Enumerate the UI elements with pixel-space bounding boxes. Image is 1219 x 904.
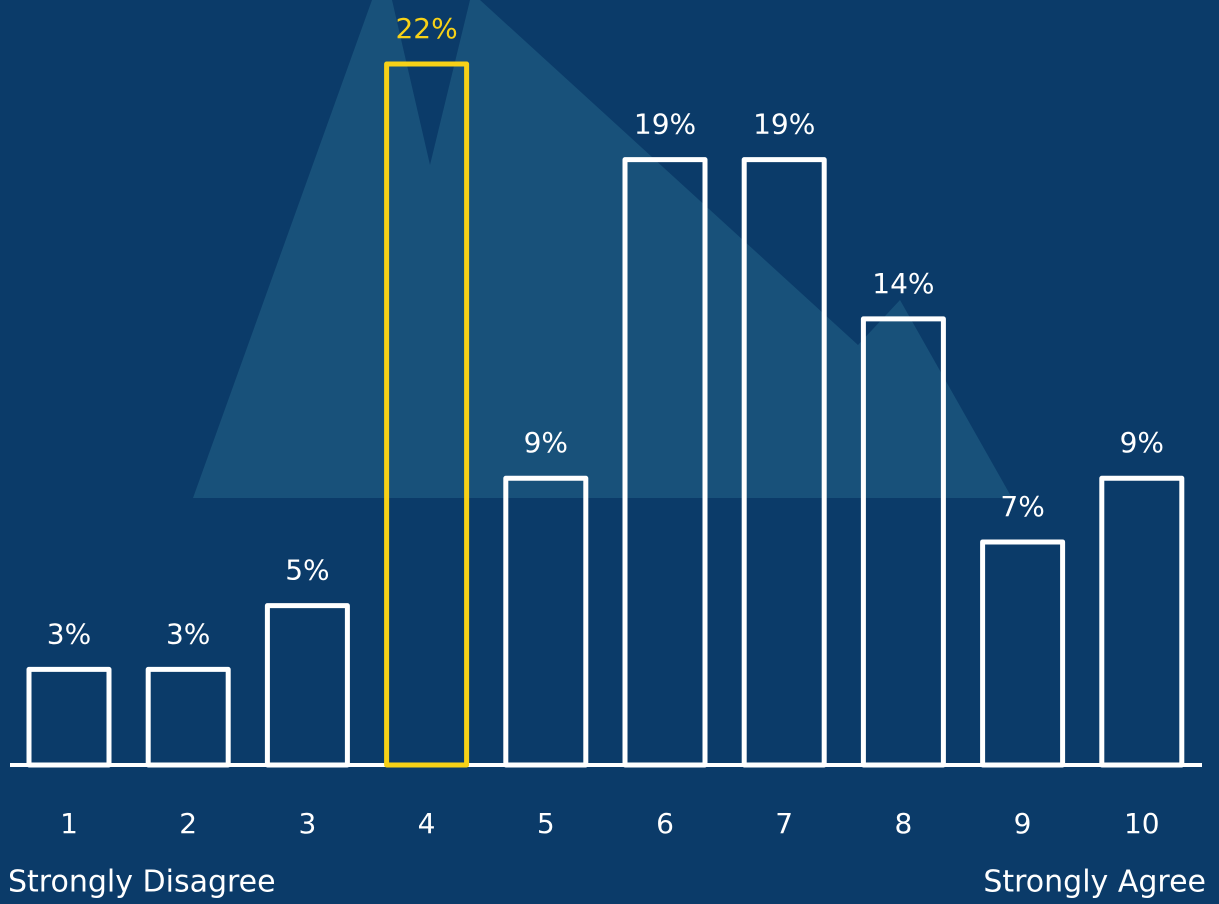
value-label: 3%: [166, 617, 210, 650]
x-tick-label: 2: [179, 807, 197, 840]
bar: [980, 539, 1066, 768]
bar: [860, 316, 946, 768]
bar: [1099, 475, 1185, 768]
value-label: 9%: [524, 426, 568, 459]
x-tick-label: 3: [298, 807, 316, 840]
mountain-decoration: [193, 0, 1012, 498]
value-label: 22%: [395, 12, 457, 45]
x-tick-label: 8: [894, 807, 912, 840]
value-label: 9%: [1120, 426, 1164, 459]
bar: [384, 61, 470, 768]
x-tick-label: 6: [656, 807, 674, 840]
bar: [741, 157, 827, 768]
x-end-label-left: Strongly Disagree: [8, 865, 276, 900]
value-label: 14%: [872, 267, 934, 300]
x-tick-label: 9: [1014, 807, 1032, 840]
bar: [503, 475, 589, 768]
value-label: 5%: [285, 554, 329, 587]
x-end-label-right: Strongly Agree: [983, 865, 1206, 900]
bar: [264, 603, 350, 768]
bar: [26, 666, 112, 768]
x-tick-label: 7: [775, 807, 793, 840]
value-label: 3%: [47, 617, 91, 650]
bar: [622, 157, 708, 768]
bar: [145, 666, 231, 768]
x-tick-label: 4: [418, 807, 436, 840]
x-tick-label: 5: [537, 807, 555, 840]
value-label: 19%: [753, 108, 815, 141]
value-label: 7%: [1000, 490, 1044, 523]
x-tick-label: 10: [1124, 807, 1160, 840]
x-tick-label: 1: [60, 807, 78, 840]
value-label: 19%: [634, 108, 696, 141]
